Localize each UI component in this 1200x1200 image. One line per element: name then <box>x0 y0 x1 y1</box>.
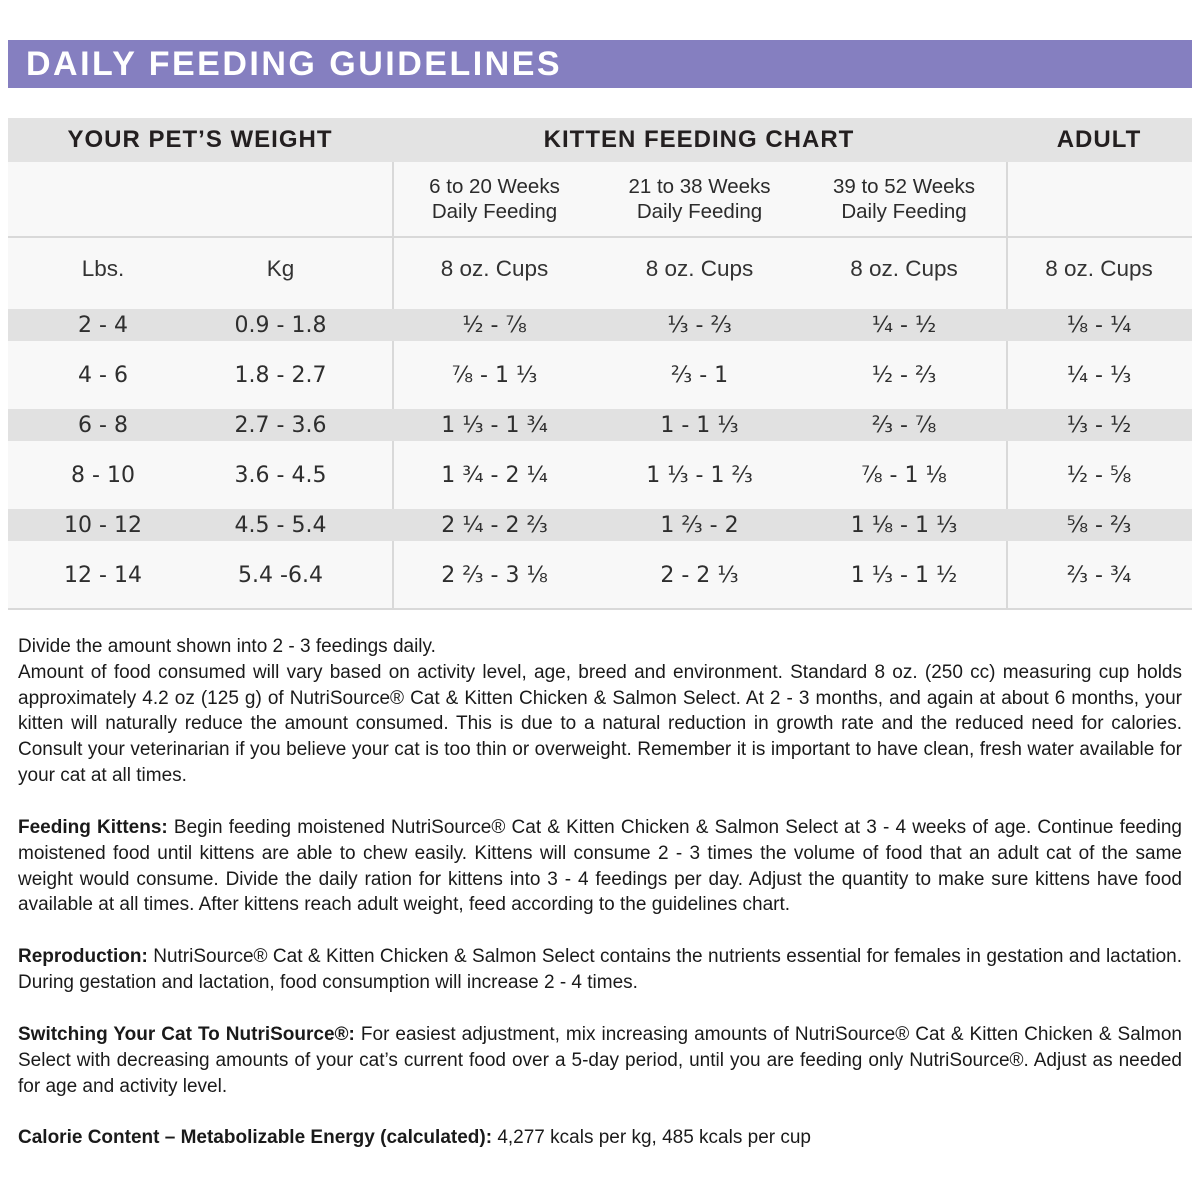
table-row: 6 - 8 2.7 - 3.6 1 ⅓ - 1 ¾ 1 - 1 ⅓ ⅔ - ⅞ … <box>8 400 1192 450</box>
week-feeding-label: Daily Feeding <box>841 200 967 223</box>
table-row: 8 - 10 3.6 - 4.5 1 ¾ - 2 ¼ 1 ⅓ - 1 ⅔ ⅞ -… <box>8 450 1192 500</box>
title-bar: DAILY FEEDING GUIDELINES <box>8 40 1192 88</box>
note-lead: Reproduction: <box>18 946 148 968</box>
note-feeding-kittens: Feeding Kittens: Begin feeding moistened… <box>18 815 1182 918</box>
cell-weeks-6-20: 2 ⅔ - 3 ⅛ <box>441 562 548 588</box>
cell-kg: 0.9 - 1.8 <box>234 312 327 338</box>
cell-weeks-39-52: ⅞ - 1 ⅛ <box>861 462 947 488</box>
note-text: Amount of food consumed will vary based … <box>18 661 1182 787</box>
week-range-label: 39 to 52 Weeks <box>832 175 976 198</box>
cell-weeks-6-20: ½ - ⅞ <box>462 312 527 338</box>
table-row: 2 - 4 0.9 - 1.8 ½ - ⅞ ⅓ - ⅔ ¼ - ½ ⅛ - ¼ <box>8 300 1192 350</box>
note-text: Divide the amount shown into 2 - 3 feedi… <box>18 636 436 657</box>
note-calorie-content: Calorie Content – Metabolizable Energy (… <box>18 1125 1182 1151</box>
note-amount-varies: Amount of food consumed will vary based … <box>18 660 1182 789</box>
note-lead: Calorie Content – Metabolizable Energy (… <box>18 1127 493 1149</box>
section-header-weight: YOUR PET’S WEIGHT <box>67 126 333 153</box>
cell-weeks-21-38: 1 ⅓ - 1 ⅔ <box>646 462 753 488</box>
cell-kg: 5.4 -6.4 <box>238 562 323 588</box>
cell-weeks-21-38: 1 - 1 ⅓ <box>660 412 739 438</box>
page-title: DAILY FEEDING GUIDELINES <box>26 44 563 83</box>
cell-weeks-6-20: 1 ¾ - 2 ¼ <box>441 462 548 488</box>
note-reproduction: Reproduction: NutriSource® Cat & Kitten … <box>18 944 1182 996</box>
cell-lbs: 2 - 4 <box>78 312 128 338</box>
section-header-adult: ADULT <box>1056 126 1142 153</box>
unit-cups-39-52: 8 oz. Cups <box>850 256 958 281</box>
table-row: 12 - 14 5.4 -6.4 2 ⅔ - 3 ⅛ 2 - 2 ⅓ 1 ⅓ -… <box>8 550 1192 600</box>
cell-lbs: 8 - 10 <box>71 462 135 488</box>
feeding-guidelines-panel: DAILY FEEDING GUIDELINES YOUR PET’S WEIG… <box>8 40 1192 1151</box>
table-week-header-row: 6 to 20 Weeks Daily Feeding 21 to 38 Wee… <box>8 162 1192 238</box>
week-range-label: 6 to 20 Weeks <box>429 175 560 198</box>
cell-lbs: 6 - 8 <box>78 412 128 438</box>
note-lead: Feeding Kittens: <box>18 816 168 838</box>
cell-adult: ½ - ⅝ <box>1066 462 1132 488</box>
note-text: NutriSource® Cat & Kitten Chicken & Salm… <box>18 946 1182 994</box>
note-divide-feedings: Divide the amount shown into 2 - 3 feedi… <box>18 634 1182 660</box>
cell-weeks-39-52: ¼ - ½ <box>871 312 937 338</box>
table-units-row: Lbs. Kg 8 oz. Cups 8 oz. Cups 8 oz. Cups… <box>8 238 1192 300</box>
cell-weeks-6-20: ⅞ - 1 ⅓ <box>451 362 538 388</box>
cell-weeks-21-38: ⅓ - ⅔ <box>667 312 732 338</box>
cell-adult: ¼ - ⅓ <box>1066 362 1132 388</box>
feeding-table: YOUR PET’S WEIGHT KITTEN FEEDING CHART A… <box>8 118 1192 610</box>
unit-lbs: Lbs. <box>81 256 125 281</box>
note-lead: Switching Your Cat To NutriSource®: <box>18 1023 355 1045</box>
section-header-kitten: KITTEN FEEDING CHART <box>543 126 855 153</box>
notes-section: Divide the amount shown into 2 - 3 feedi… <box>8 610 1192 1151</box>
week-header-39-52: 39 to 52 Weeks Daily Feeding <box>802 174 1006 224</box>
unit-cups-6-20: 8 oz. Cups <box>440 256 549 281</box>
column-divider-weight-kitten <box>392 162 394 608</box>
note-text: 4,277 kcals per kg, 485 kcals per cup <box>492 1127 812 1149</box>
column-divider-kitten-adult <box>1006 162 1008 608</box>
cell-weeks-39-52: 1 ⅓ - 1 ½ <box>850 562 958 588</box>
cell-adult: ⅛ - ¼ <box>1066 312 1132 338</box>
week-feeding-label: Daily Feeding <box>431 200 558 223</box>
week-header-21-38: 21 to 38 Weeks Daily Feeding <box>597 174 802 224</box>
note-switching: Switching Your Cat To NutriSource®: For … <box>18 1022 1182 1099</box>
cell-kg: 4.5 - 5.4 <box>234 512 327 538</box>
cell-lbs: 12 - 14 <box>64 562 142 588</box>
table-section-header-row: YOUR PET’S WEIGHT KITTEN FEEDING CHART A… <box>8 118 1192 162</box>
unit-cups-21-38: 8 oz. Cups <box>645 256 754 281</box>
cell-weeks-39-52: ½ - ⅔ <box>871 362 937 388</box>
cell-kg: 2.7 - 3.6 <box>234 412 327 438</box>
note-text: Begin feeding moistened NutriSource® Cat… <box>18 816 1182 916</box>
cell-lbs: 4 - 6 <box>78 362 128 388</box>
cell-adult: ⅔ - ¾ <box>1066 562 1132 588</box>
week-feeding-label: Daily Feeding <box>636 200 763 223</box>
unit-cups-adult: 8 oz. Cups <box>1045 256 1153 281</box>
cell-weeks-21-38: 2 - 2 ⅓ <box>660 562 739 588</box>
table-row: 10 - 12 4.5 - 5.4 2 ¼ - 2 ⅔ 1 ⅔ - 2 1 ⅛ … <box>8 500 1192 550</box>
cell-lbs: 10 - 12 <box>64 512 142 538</box>
cell-weeks-21-38: ⅔ - 1 <box>670 362 729 388</box>
cell-kg: 1.8 - 2.7 <box>234 362 327 388</box>
week-header-6-20: 6 to 20 Weeks Daily Feeding <box>392 174 597 224</box>
cell-adult: ⅓ - ½ <box>1066 412 1132 438</box>
cell-weeks-6-20: 1 ⅓ - 1 ¾ <box>441 412 548 438</box>
note-text: For easiest adjustment, mix increasing a… <box>18 1023 1182 1097</box>
cell-kg: 3.6 - 4.5 <box>234 462 327 488</box>
cell-weeks-21-38: 1 ⅔ - 2 <box>660 512 739 538</box>
cell-weeks-6-20: 2 ¼ - 2 ⅔ <box>441 512 548 538</box>
table-row: 4 - 6 1.8 - 2.7 ⅞ - 1 ⅓ ⅔ - 1 ½ - ⅔ ¼ - … <box>8 350 1192 400</box>
cell-weeks-39-52: ⅔ - ⅞ <box>871 412 937 438</box>
unit-kg: Kg <box>266 256 295 281</box>
cell-weeks-39-52: 1 ⅛ - 1 ⅓ <box>850 512 958 538</box>
week-range-label: 21 to 38 Weeks <box>628 175 771 198</box>
cell-adult: ⅝ - ⅔ <box>1066 512 1132 538</box>
